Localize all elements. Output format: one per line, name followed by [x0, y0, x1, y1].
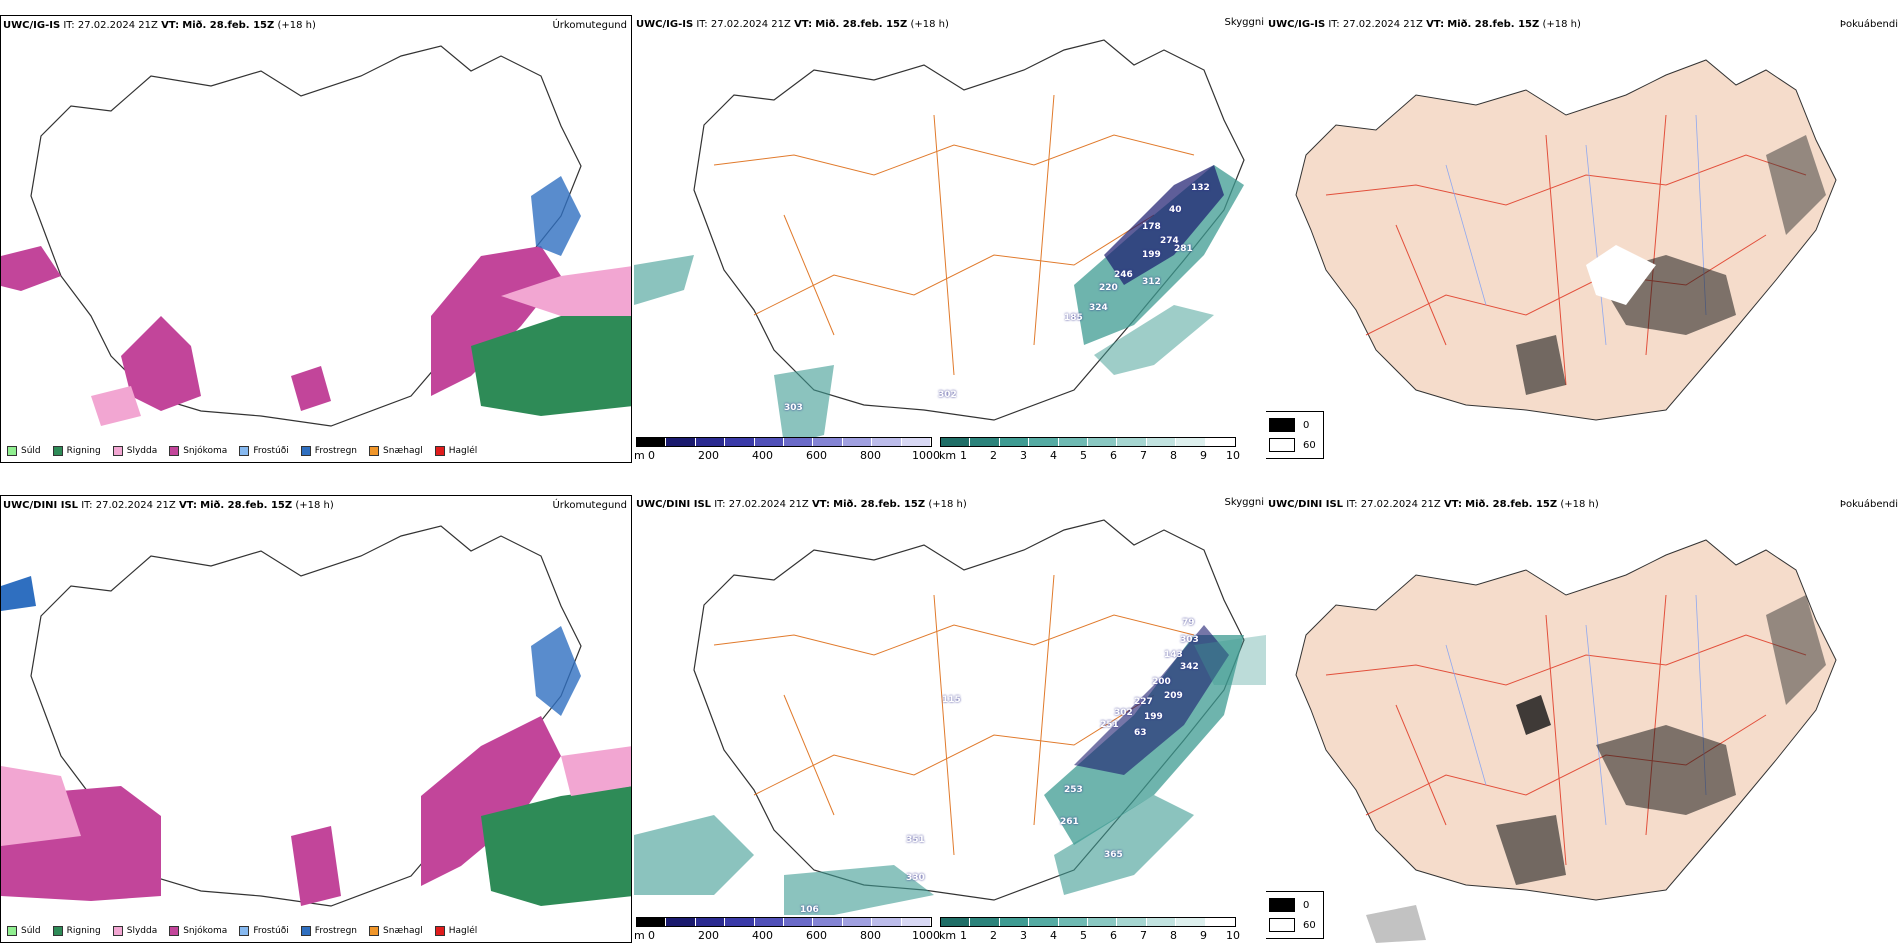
cloud-map-row2 [634, 519, 1266, 915]
cloud-base-label: 209 [1164, 691, 1183, 701]
legend-item-haglel: Haglél [434, 926, 477, 936]
precip-title-row2: Úrkomutegund [552, 500, 627, 511]
precip-legend-row2: Súld Rigning Slydda Snjókoma Frostúði Fr… [7, 926, 477, 936]
scale-ticks-row1: m 0 200 400 600 800 1000 km 1 2 3 4 5 6 … [634, 449, 1240, 462]
precip-panel-row2: UWC/DINI ISL IT: 27.02.2024 21Z VT: Mið.… [0, 495, 632, 943]
cloud-base-scale-row2 [636, 917, 932, 927]
legend-item-suld: Súld [7, 926, 41, 936]
cloud-base-label: 227 [1134, 697, 1153, 707]
legend-item-snaehagl: Snæhagl [369, 926, 423, 936]
fog-title-row2: Þokuábendi [1839, 499, 1898, 510]
cloud-base-label: 143 [1164, 650, 1183, 660]
cloud-base-label: 312 [1142, 277, 1161, 287]
cloud-title-row1: Skyggni [1224, 17, 1264, 28]
cloud-base-label: 200 [1152, 677, 1171, 687]
legend-item-snaehagl: Snæhagl [369, 446, 423, 456]
cloud-title-row2: Skyggni [1224, 497, 1264, 508]
cloud-base-label: 302 [1114, 708, 1133, 718]
cloud-base-label: 220 [1099, 283, 1118, 293]
cloud-base-label: 178 [1142, 222, 1161, 232]
legend-item-frostudi: Frostúði [239, 446, 289, 456]
precip-title-row1: Úrkomutegund [552, 20, 627, 31]
legend-item-slydda: Slydda [112, 926, 157, 936]
cloud-panel-row2: UWC/DINI ISL IT: 27.02.2024 21Z VT: Mið.… [634, 495, 1266, 943]
precip-panel-row1: UWC/IG-IS IT: 27.02.2024 21Z VT: Mið. 28… [0, 15, 632, 463]
precip-header-row1: UWC/IG-IS IT: 27.02.2024 21Z VT: Mið. 28… [3, 20, 316, 31]
fog-legend-row1: 0 60 [1266, 411, 1324, 459]
legend-item-snjokoma: Snjókoma [169, 446, 227, 456]
cloud-base-label: 281 [1174, 244, 1193, 254]
cloud-base-label: 261 [1060, 817, 1079, 827]
scale-ticks-row2: m 0 200 400 600 800 1000 km 1 2 3 4 5 6 … [634, 929, 1240, 942]
precip-legend-row1: Súld Rigning Slydda Snjókoma Frostúði Fr… [7, 446, 477, 456]
fog-panel-row2: UWC/DINI ISL IT: 27.02.2024 21Z VT: Mið.… [1266, 495, 1900, 943]
cloud-base-label: 342 [1180, 662, 1199, 672]
fog-map-row2 [1295, 539, 1837, 943]
cloud-base-label: 199 [1142, 250, 1161, 260]
legend-item-frostregn: Frostregn [300, 446, 357, 456]
fog-title-row1: Þokuábendi [1839, 19, 1898, 30]
legend-item-frostudi: Frostúði [239, 926, 289, 936]
cloud-base-label: 199 [1144, 712, 1163, 722]
fog-header-row2: UWC/DINI ISL IT: 27.02.2024 21Z VT: Mið.… [1268, 499, 1599, 510]
cloud-base-label: 246 [1114, 270, 1133, 280]
cloud-header-row2: UWC/DINI ISL IT: 27.02.2024 21Z VT: Mið.… [636, 499, 967, 510]
cloud-base-label: 106 [800, 905, 819, 915]
legend-item-rigning: Rigning [52, 926, 101, 936]
cloud-base-label: 185 [1064, 313, 1083, 323]
cloud-base-label: 302 [938, 390, 957, 400]
legend-item-rigning: Rigning [52, 446, 101, 456]
precip-map-row1 [1, 45, 631, 427]
legend-item-haglel: Haglél [434, 446, 477, 456]
cloud-base-label: 79 [1182, 618, 1195, 628]
cloud-base-label: 365 [1104, 850, 1123, 860]
cloud-base-label: 40 [1169, 205, 1182, 215]
precip-header-row2: UWC/DINI ISL IT: 27.02.2024 21Z VT: Mið.… [3, 500, 334, 511]
visibility-scale-row2 [940, 917, 1236, 927]
cloud-base-label: 115 [942, 695, 961, 705]
cloud-base-label: 132 [1191, 183, 1210, 193]
legend-item-frostregn: Frostregn [300, 926, 357, 936]
cloud-map-row1 [634, 39, 1245, 445]
precip-map-row2 [1, 525, 631, 907]
cloud-header-row1: UWC/IG-IS IT: 27.02.2024 21Z VT: Mið. 28… [636, 19, 949, 30]
cloud-panel-row1: UWC/IG-IS IT: 27.02.2024 21Z VT: Mið. 28… [634, 15, 1266, 463]
cloud-base-label: 253 [1064, 785, 1083, 795]
cloud-base-label: 303 [784, 403, 803, 413]
visibility-scale-row1 [940, 437, 1236, 447]
fog-header-row1: UWC/IG-IS IT: 27.02.2024 21Z VT: Mið. 28… [1268, 19, 1581, 30]
cloud-base-label: 251 [1100, 720, 1119, 730]
cloud-base-label: 303 [1180, 635, 1199, 645]
cloud-base-label: 324 [1089, 303, 1108, 313]
cloud-base-label: 330 [906, 873, 925, 883]
fog-map-row1 [1295, 59, 1837, 421]
cloud-base-label: 274 [1160, 236, 1179, 246]
legend-item-slydda: Slydda [112, 446, 157, 456]
fog-panel-row1: UWC/IG-IS IT: 27.02.2024 21Z VT: Mið. 28… [1266, 15, 1900, 463]
cloud-base-label: 63 [1134, 728, 1147, 738]
cloud-base-scale-row1 [636, 437, 932, 447]
legend-item-suld: Súld [7, 446, 41, 456]
legend-item-snjokoma: Snjókoma [169, 926, 227, 936]
cloud-base-label: 351 [906, 835, 925, 845]
fog-legend-row2: 0 60 [1266, 891, 1324, 939]
